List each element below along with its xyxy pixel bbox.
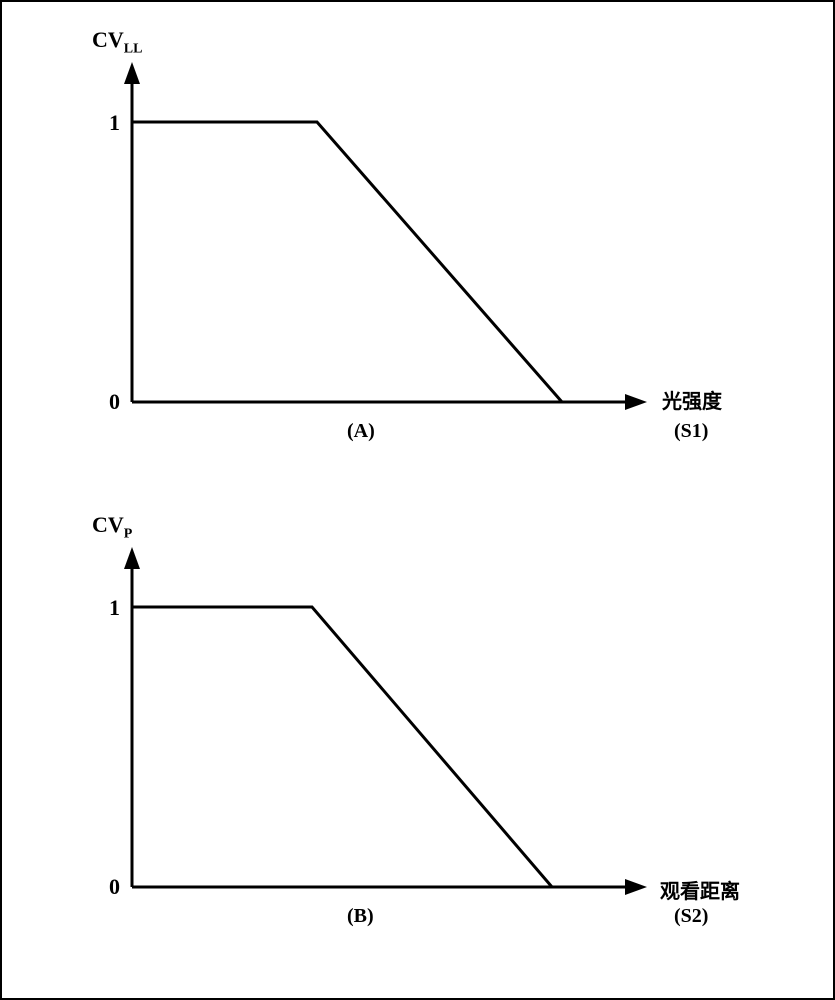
chart-a-panel-label: (A) <box>347 420 375 443</box>
chart-b-x-label: 观看距离 <box>660 875 740 904</box>
chart-a-x-label: 光强度 <box>662 385 722 414</box>
page-container: CVLL 1 0 光强度 (S1) (A) CVP 1 <box>0 0 835 1000</box>
chart-a-y-arrow <box>124 62 140 84</box>
chart-b-y-arrow <box>124 547 140 569</box>
chart-a-x-arrow <box>625 394 647 410</box>
chart-a-data-line <box>132 122 562 402</box>
chart-b-sub-label: (S2) <box>674 905 708 928</box>
chart-a: CVLL 1 0 光强度 (S1) (A) <box>62 22 782 472</box>
chart-b: CVP 1 0 观看距离 (S2) (B) <box>62 507 782 957</box>
chart-b-x-arrow <box>625 879 647 895</box>
chart-b-data-line <box>132 607 552 887</box>
chart-a-sub-label: (S1) <box>674 420 708 443</box>
chart-b-panel-label: (B) <box>347 905 374 928</box>
